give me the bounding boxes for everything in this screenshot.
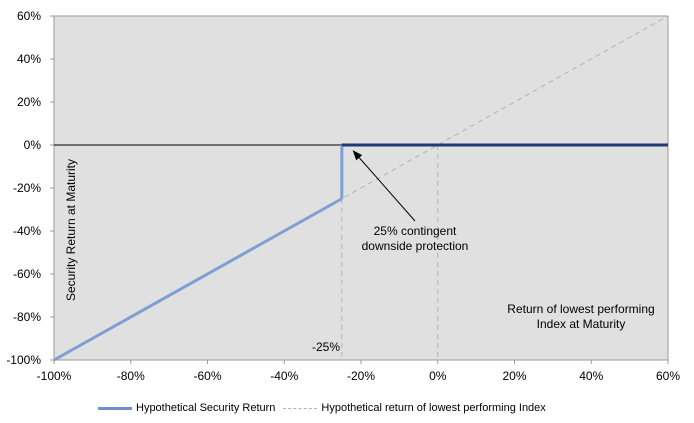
y-tick-label: -40% bbox=[13, 224, 41, 238]
legend: Hypothetical Security Return Hypothetica… bbox=[98, 400, 554, 416]
y-tick-label: -20% bbox=[13, 181, 41, 195]
legend-solid-line-icon bbox=[98, 406, 132, 410]
y-tick-label: 60% bbox=[17, 9, 41, 23]
x-axis-label-line-2: Index at Maturity bbox=[537, 317, 626, 331]
y-tick-label: 20% bbox=[17, 95, 41, 109]
y-axis-label: Security Return at Maturity bbox=[64, 159, 78, 301]
x-tick-label: -80% bbox=[117, 369, 145, 383]
y-tick-label: -60% bbox=[13, 267, 41, 281]
protection-annotation-line-1: 25% contingent bbox=[374, 224, 457, 238]
y-tick-label: 0% bbox=[24, 138, 42, 152]
x-tick-label: 60% bbox=[656, 369, 680, 383]
y-tick-label: -80% bbox=[13, 310, 41, 324]
legend-item-index-return: Hypothetical return of lowest performing… bbox=[283, 402, 546, 414]
barrier-label: -25% bbox=[312, 340, 340, 354]
annotation-arrow bbox=[352, 150, 416, 222]
x-tick-label: 40% bbox=[579, 369, 603, 383]
x-tick-label: 0% bbox=[429, 369, 447, 383]
y-tick-label: -100% bbox=[6, 353, 41, 367]
x-tick-label: -60% bbox=[193, 369, 221, 383]
x-tick-label: 20% bbox=[502, 369, 526, 383]
legend-label-index-return: Hypothetical return of lowest performing… bbox=[321, 402, 546, 414]
x-tick-label: -20% bbox=[347, 369, 375, 383]
y-tick-label: 40% bbox=[17, 52, 41, 66]
legend-dashed-line-icon bbox=[283, 407, 318, 409]
security-return-slope-segment bbox=[53, 197, 343, 362]
protection-annotation-line-2: downside protection bbox=[362, 239, 469, 253]
legend-label-security-return: Hypothetical Security Return bbox=[136, 402, 276, 414]
legend-item-security-return: Hypothetical Security Return bbox=[98, 402, 275, 414]
x-axis-label-line-1: Return of lowest performing bbox=[507, 302, 654, 316]
x-tick-label: -40% bbox=[270, 369, 298, 383]
x-tick-label: -100% bbox=[37, 369, 72, 383]
